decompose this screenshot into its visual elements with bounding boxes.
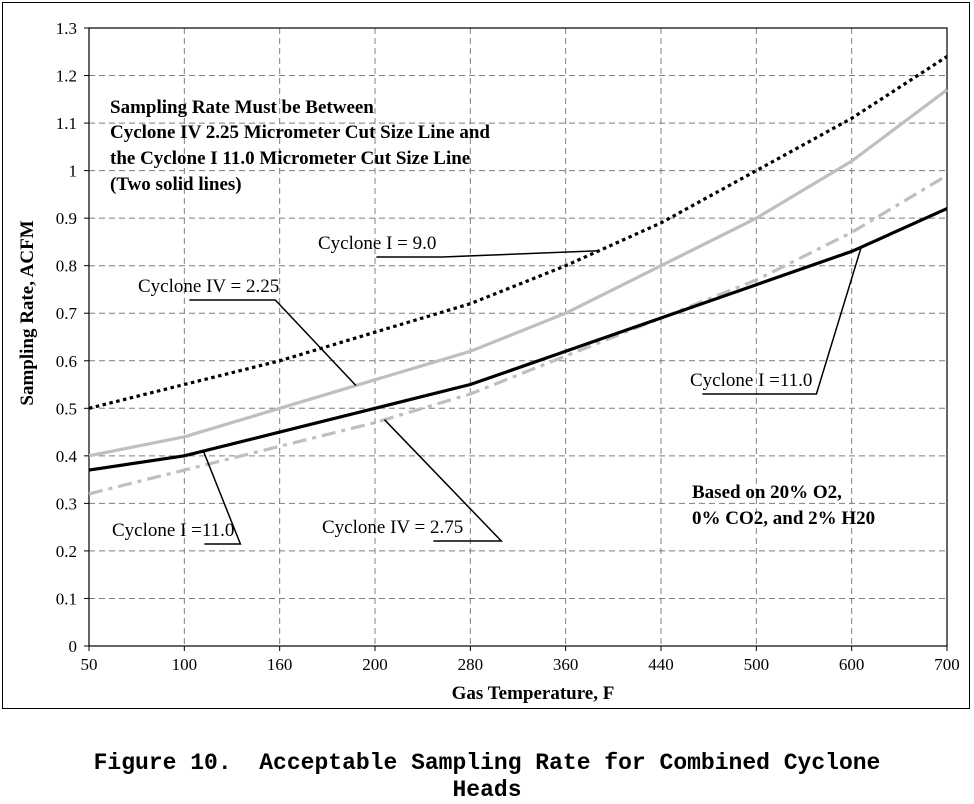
y-tick-label: 1.2 xyxy=(56,67,77,86)
y-tick-label: 0.8 xyxy=(56,257,77,276)
y-tick-label: 0.9 xyxy=(56,209,77,228)
callout-leader-line xyxy=(702,246,862,395)
series-line-cyc4_275 xyxy=(88,174,948,496)
callout-labels: Cyclone I = 9.0 Cyclone IV = 2.25 Cyclon… xyxy=(112,233,812,541)
x-tick-label: 600 xyxy=(839,655,865,674)
callout-cyclone-iv-225: Cyclone IV = 2.25 xyxy=(138,276,279,297)
note-line-1: Sampling Rate Must be Between xyxy=(110,97,374,118)
x-tick-label: 50 xyxy=(81,655,98,674)
y-tick-label: 1.3 xyxy=(56,19,77,38)
x-axis-ticks: 50 100 160 200 280 360 440 500 600 700 xyxy=(81,646,960,674)
y-tick-label: 1 xyxy=(69,162,78,181)
y-tick-label: 1.1 xyxy=(56,114,77,133)
callout-leader-line xyxy=(202,450,242,545)
note-block: Sampling Rate Must be Between Cyclone IV… xyxy=(110,97,490,195)
callout-cyclone-i-9: Cyclone I = 9.0 xyxy=(318,233,436,254)
x-tick-label: 360 xyxy=(553,655,579,674)
basis-line-1: Based on 20% O2, xyxy=(692,482,842,503)
callout-cyclone-i-11-right: Cyclone I =11.0 xyxy=(690,370,812,391)
callout-cyclone-i-11-left: Cyclone I =11.0 xyxy=(112,520,234,541)
y-axis-ticks: 0 0.1 0.2 0.3 0.4 0.5 0.6 0.7 0.8 0.9 1 1.1 1.2 1.3 xyxy=(56,19,89,656)
series-lines xyxy=(88,55,948,496)
y-tick-label: 0.7 xyxy=(56,304,78,323)
y-tick-label: 0.1 xyxy=(56,589,77,608)
callout-leader-line xyxy=(189,299,357,387)
x-tick-label: 440 xyxy=(648,655,674,674)
series-line-cyc4_225 xyxy=(88,88,948,458)
caption-line-2: Heads xyxy=(452,777,522,803)
note-line-2: Cyclone IV 2.25 Micrometer Cut Size Line… xyxy=(110,122,490,143)
series-line-cyc1_9 xyxy=(88,55,948,410)
y-tick-label: 0.3 xyxy=(56,494,77,513)
callout-cyclone-iv-275: Cyclone IV = 2.75 xyxy=(322,517,463,538)
x-tick-label: 700 xyxy=(934,655,960,674)
x-tick-label: 160 xyxy=(267,655,293,674)
x-tick-label: 500 xyxy=(744,655,770,674)
grid xyxy=(89,28,947,646)
plot-area xyxy=(88,27,948,647)
y-tick-label: 0.4 xyxy=(56,447,78,466)
y-tick-label: 0 xyxy=(69,637,78,656)
basis-line-2: 0% CO2, and 2% H20 xyxy=(692,508,875,529)
caption-line-1: Figure 10. Acceptable Sampling Rate for … xyxy=(93,750,881,776)
chart-frame xyxy=(2,2,970,709)
y-axis-title: Sampling Rate, ACFM xyxy=(17,220,38,405)
x-tick-label: 280 xyxy=(458,655,484,674)
x-tick-label: 100 xyxy=(172,655,198,674)
callout-leader-line xyxy=(383,419,504,542)
figure-caption: Figure 10. Acceptable Sampling Rate for … xyxy=(0,750,974,804)
callout-leader-line xyxy=(376,249,600,258)
callout-leaders xyxy=(189,246,862,545)
line-chart: 0 0.1 0.2 0.3 0.4 0.5 0.6 0.7 0.8 0.9 1 1.1 1.2 1.3 5… xyxy=(17,19,960,704)
y-tick-label: 0.2 xyxy=(56,542,77,561)
series-line-cyc1_11 xyxy=(88,207,948,472)
y-tick-label: 0.5 xyxy=(56,399,77,418)
x-axis-title: Gas Temperature, F xyxy=(452,683,615,704)
basis-block: Based on 20% O2, 0% CO2, and 2% H20 xyxy=(692,482,875,529)
y-tick-label: 0.6 xyxy=(56,352,77,371)
note-line-3: the Cyclone I 11.0 Micrometer Cut Size L… xyxy=(110,148,470,169)
note-line-4: (Two solid lines) xyxy=(110,174,242,195)
x-tick-label: 200 xyxy=(362,655,388,674)
